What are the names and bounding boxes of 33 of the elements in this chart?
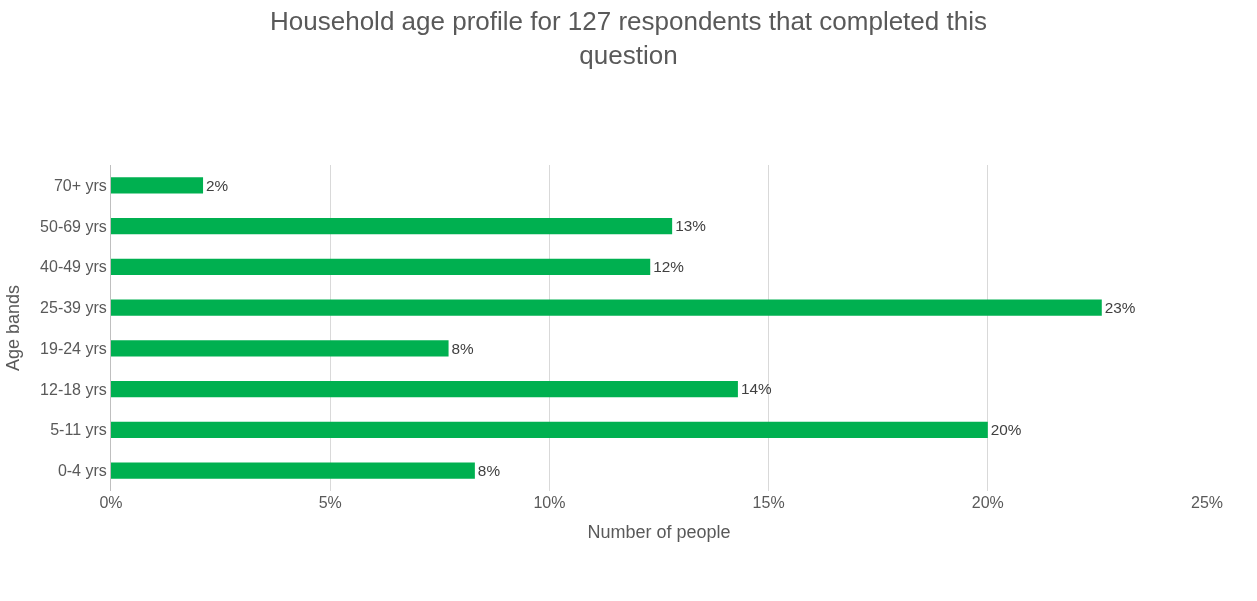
x-tick-label: 20% bbox=[971, 494, 1004, 511]
y-tick-label: 70+ yrs bbox=[53, 176, 107, 194]
data-label: 23% bbox=[1104, 298, 1136, 316]
data-label: 2% bbox=[206, 176, 229, 194]
x-tick-label: 15% bbox=[752, 494, 785, 511]
x-tick-label: 10% bbox=[533, 494, 566, 511]
x-axis-title: Number of people bbox=[587, 522, 731, 543]
y-tick-label: 19-24 yrs bbox=[40, 339, 107, 357]
x-tick-label: 0% bbox=[99, 494, 123, 511]
data-label: 8% bbox=[451, 339, 475, 357]
bar bbox=[111, 421, 988, 439]
x-tick-label: 5% bbox=[318, 494, 342, 511]
y-tick-label: 5-11 yrs bbox=[50, 421, 107, 439]
y-tick-label: 0-4 yrs bbox=[57, 462, 107, 480]
y-tick-label: 25-39 yrs bbox=[40, 299, 107, 317]
data-label: 13% bbox=[675, 217, 707, 235]
bar bbox=[111, 380, 738, 398]
x-tick-label: 25% bbox=[1190, 494, 1224, 511]
data-label: 12% bbox=[653, 258, 685, 276]
bar bbox=[111, 340, 449, 357]
y-tick-label: 50-69 yrs bbox=[40, 217, 107, 235]
bar bbox=[111, 258, 651, 276]
bar bbox=[111, 217, 673, 235]
data-label: 8% bbox=[477, 461, 501, 479]
y-axis-title: Age bands bbox=[3, 284, 24, 372]
y-tick-label: 40-49 yrs bbox=[40, 258, 107, 276]
y-tick-label: 12-18 yrs bbox=[40, 380, 107, 398]
chart-title: Household age profile for 127 respondents that completed this question bbox=[270, 6, 987, 70]
bar bbox=[111, 299, 1102, 316]
bar bbox=[111, 177, 204, 194]
data-label: 14% bbox=[740, 380, 772, 398]
bar bbox=[111, 462, 475, 479]
data-label: 20% bbox=[990, 421, 1022, 439]
